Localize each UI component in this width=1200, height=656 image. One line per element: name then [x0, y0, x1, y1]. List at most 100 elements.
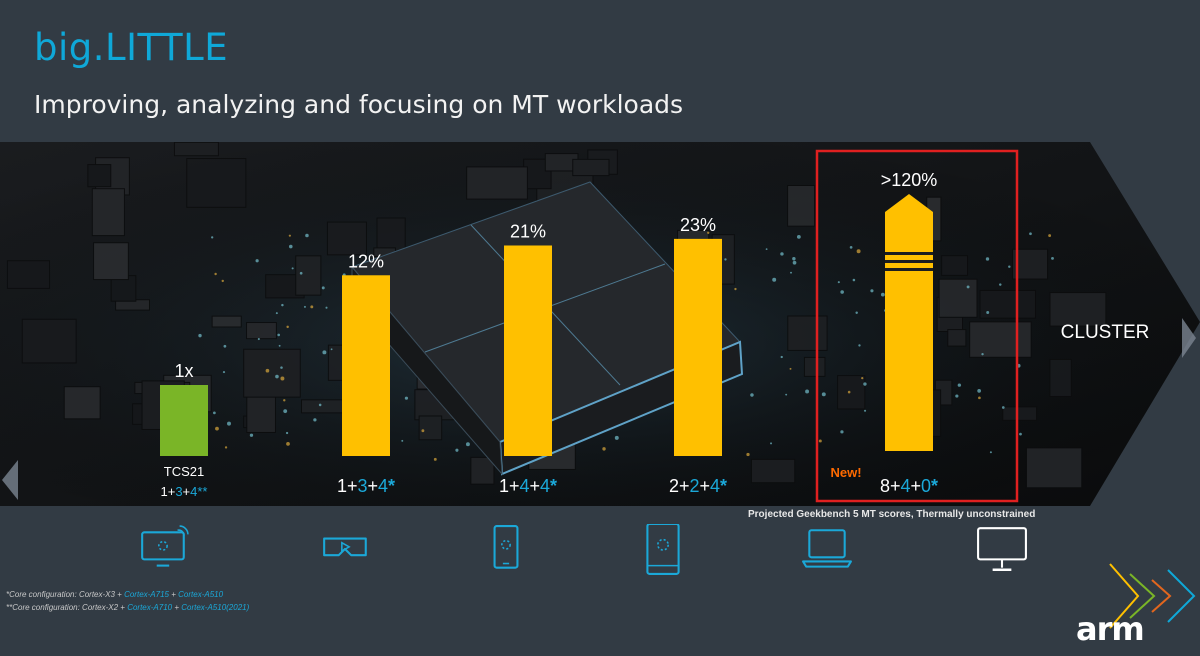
circuit-block	[186, 158, 247, 208]
circuit-block	[295, 255, 322, 296]
circuit-block	[572, 158, 610, 177]
circuit-block	[87, 164, 112, 188]
circuit-dot	[955, 394, 959, 398]
circuit-dot	[863, 409, 867, 412]
bar-category-label: 1+4+4*	[499, 476, 557, 496]
circuit-dot	[291, 267, 294, 270]
smartphone-icon	[493, 525, 519, 569]
banner-left-chevron-icon[interactable]	[0, 460, 20, 500]
circuit-block	[211, 315, 242, 328]
circuit-block	[91, 188, 125, 237]
circuit-block	[750, 458, 796, 484]
circuit-dot	[421, 429, 425, 433]
circuit-dot	[278, 344, 281, 347]
circuit-dot	[310, 305, 314, 309]
circuit-block	[466, 166, 528, 200]
circuit-dot	[821, 392, 826, 397]
circuit-dot	[286, 325, 289, 329]
circuit-dot	[966, 285, 970, 289]
circuit-dot	[614, 435, 619, 440]
circuit-block	[979, 289, 1036, 319]
highlight-box	[815, 149, 1019, 503]
circuit-block	[21, 318, 77, 364]
circuit-dot	[789, 367, 792, 370]
circuit-dot	[602, 447, 606, 451]
circuit-block	[246, 322, 277, 340]
new-tag: New!	[830, 465, 861, 480]
bar-value-label: >120%	[881, 170, 938, 190]
smart-tv-icon	[141, 525, 189, 567]
circuit-block	[787, 185, 816, 227]
circuit-dot	[275, 312, 278, 315]
circuit-dot	[734, 287, 737, 291]
circuit-dot	[455, 448, 459, 452]
circuit-dot	[986, 311, 990, 314]
circuit-dot	[855, 311, 858, 314]
circuit-dot	[999, 283, 1002, 286]
circuit-dot	[321, 286, 325, 290]
circuit-dot	[840, 430, 844, 434]
circuit-dot	[957, 383, 962, 387]
circuit-dot	[257, 337, 260, 341]
arm-logo: arm	[1076, 610, 1145, 648]
circuit-dot	[283, 399, 286, 402]
circuit-block	[938, 278, 978, 318]
circuit-block	[173, 142, 219, 157]
circuit-dot	[303, 305, 306, 308]
circuit-block	[6, 260, 51, 289]
footnote-line: **Core configuration: Cortex-X2 + Cortex…	[6, 603, 250, 612]
circuit-dot	[780, 252, 784, 256]
circuit-dot	[288, 244, 293, 249]
circuit-dot	[863, 382, 867, 386]
bar-category-label: 1+3+4*	[337, 476, 395, 496]
circuit-block	[1002, 406, 1038, 421]
slide-subtitle: Improving, analyzing and focusing on MT …	[34, 90, 684, 119]
circuit-dot	[1008, 265, 1011, 268]
circuit-dot	[433, 457, 437, 461]
chart-footnote: Projected Geekbench 5 MT scores, Thermal…	[748, 509, 1036, 520]
circuit-dot	[978, 396, 981, 400]
performance-chart: 1x TCS21 1+3+4** 12% 1+3+4* 21% 1+4+4* 23% 2+2+4…	[0, 142, 1200, 506]
circuit-block	[301, 399, 348, 414]
circuit-dot	[840, 290, 844, 294]
circuit-block	[803, 356, 826, 377]
circuit-dot	[215, 426, 219, 431]
circuit-block	[969, 321, 1032, 358]
circuit-dot	[213, 411, 216, 415]
circuit-dot	[280, 376, 285, 381]
bar-value-label: 23%	[680, 215, 716, 235]
circuit-dot	[465, 442, 470, 447]
axis-break-stripe	[885, 268, 933, 271]
circuit-dot	[852, 278, 856, 282]
circuit-dot	[780, 355, 783, 359]
circuit-block	[837, 375, 866, 410]
circuit-dot	[211, 236, 214, 239]
circuit-dot	[249, 433, 254, 437]
bar-value-label: 12%	[348, 251, 384, 271]
circuit-dot	[198, 333, 202, 338]
slide-title: big.LITTLE	[34, 26, 229, 69]
circuit-dot	[1029, 232, 1032, 236]
circuit-dot	[765, 248, 768, 251]
bar-category-label: TCS21	[164, 464, 204, 479]
circuit-dot	[318, 403, 322, 407]
circuit-dot	[707, 231, 710, 234]
circuit-dot	[724, 258, 727, 261]
circuit-dot	[1048, 234, 1052, 237]
circuit-dot	[221, 279, 224, 283]
chart-banner: 1x TCS21 1+3+4** 12% 1+3+4* 21% 1+4+4* 23% 2+2+4…	[0, 142, 1200, 506]
device-icons-row	[0, 520, 1200, 580]
circuit-dot	[255, 259, 259, 263]
circuit-dot	[989, 451, 992, 454]
circuit-dot	[283, 409, 288, 414]
circuit-dot	[770, 442, 773, 445]
circuit-dot	[790, 271, 792, 274]
circuit-dot	[404, 396, 409, 400]
circuit-dot	[861, 376, 864, 380]
circuit-dot	[222, 371, 226, 374]
circuit-dot	[322, 350, 327, 355]
circuit-dot	[805, 389, 810, 394]
circuit-block	[243, 348, 301, 398]
circuit-dot	[796, 235, 801, 239]
banner-cluster-label: CLUSTER	[1061, 322, 1150, 343]
